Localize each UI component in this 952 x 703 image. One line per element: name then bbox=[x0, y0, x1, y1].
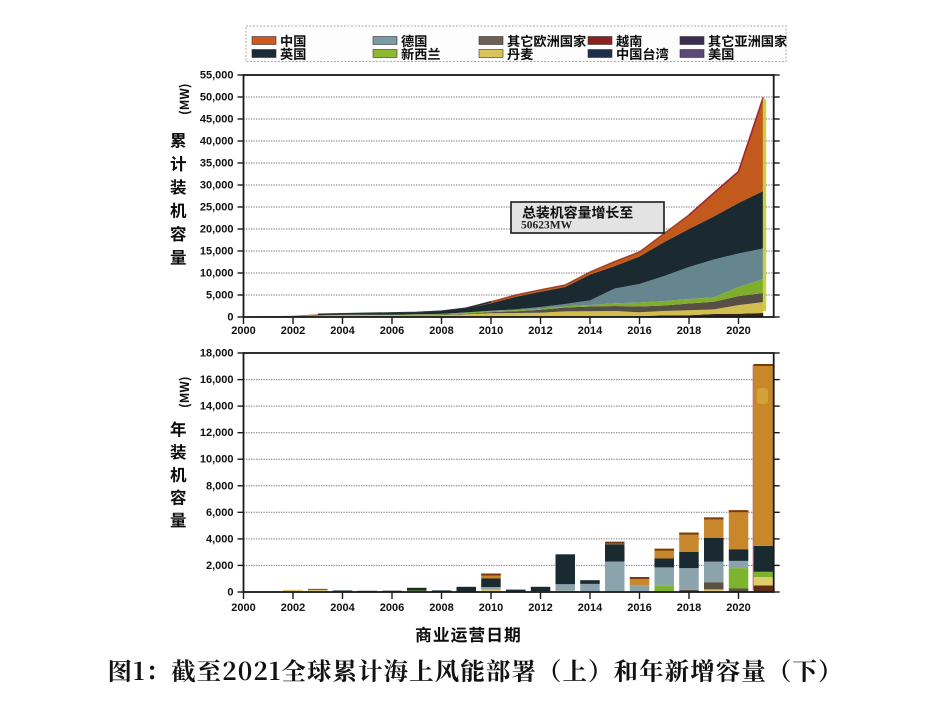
svg-text:50623MW: 50623MW bbox=[521, 220, 573, 232]
svg-text:2012: 2012 bbox=[528, 325, 552, 337]
svg-text:2000: 2000 bbox=[231, 325, 255, 337]
svg-text:2018: 2018 bbox=[677, 602, 701, 614]
svg-text:2000: 2000 bbox=[231, 602, 255, 614]
svg-text:10,000: 10,000 bbox=[200, 454, 234, 466]
svg-text:2008: 2008 bbox=[429, 325, 453, 337]
svg-text:2008: 2008 bbox=[429, 602, 453, 614]
svg-text:0: 0 bbox=[227, 312, 233, 324]
svg-text:2010: 2010 bbox=[479, 325, 503, 337]
svg-text:10,000: 10,000 bbox=[200, 268, 234, 280]
svg-text:30,000: 30,000 bbox=[200, 180, 234, 192]
svg-text:12,000: 12,000 bbox=[200, 427, 234, 439]
svg-text:2020: 2020 bbox=[726, 602, 750, 614]
svg-text:2012: 2012 bbox=[528, 602, 552, 614]
svg-text:2006: 2006 bbox=[380, 325, 404, 337]
svg-text:2014: 2014 bbox=[578, 602, 603, 614]
svg-text:2014: 2014 bbox=[578, 325, 603, 337]
svg-text:14,000: 14,000 bbox=[200, 401, 234, 413]
svg-text:55,000: 55,000 bbox=[200, 70, 234, 82]
svg-text:2002: 2002 bbox=[281, 325, 305, 337]
svg-text:16,000: 16,000 bbox=[200, 374, 234, 386]
svg-text:35,000: 35,000 bbox=[200, 158, 234, 170]
svg-text:2010: 2010 bbox=[479, 602, 503, 614]
svg-text:5,000: 5,000 bbox=[206, 290, 234, 302]
svg-text:40,000: 40,000 bbox=[200, 136, 234, 148]
svg-text:50,000: 50,000 bbox=[200, 92, 234, 104]
svg-text:0: 0 bbox=[227, 587, 233, 599]
svg-text:45,000: 45,000 bbox=[200, 114, 234, 126]
svg-text:2002: 2002 bbox=[281, 602, 305, 614]
svg-text:18,000: 18,000 bbox=[200, 348, 234, 360]
svg-text:2018: 2018 bbox=[677, 325, 701, 337]
svg-text:4,000: 4,000 bbox=[206, 533, 234, 545]
svg-text:2020: 2020 bbox=[726, 325, 750, 337]
svg-text:2004: 2004 bbox=[330, 325, 355, 337]
svg-text:2016: 2016 bbox=[627, 325, 651, 337]
svg-text:2,000: 2,000 bbox=[206, 560, 234, 572]
svg-text:2016: 2016 bbox=[627, 602, 651, 614]
svg-text:2006: 2006 bbox=[380, 602, 404, 614]
svg-text:25,000: 25,000 bbox=[200, 202, 234, 214]
svg-text:2004: 2004 bbox=[330, 602, 355, 614]
svg-text:6,000: 6,000 bbox=[206, 507, 234, 519]
svg-text:8,000: 8,000 bbox=[206, 480, 234, 492]
svg-text:15,000: 15,000 bbox=[200, 246, 234, 258]
svg-text:20,000: 20,000 bbox=[200, 224, 234, 236]
